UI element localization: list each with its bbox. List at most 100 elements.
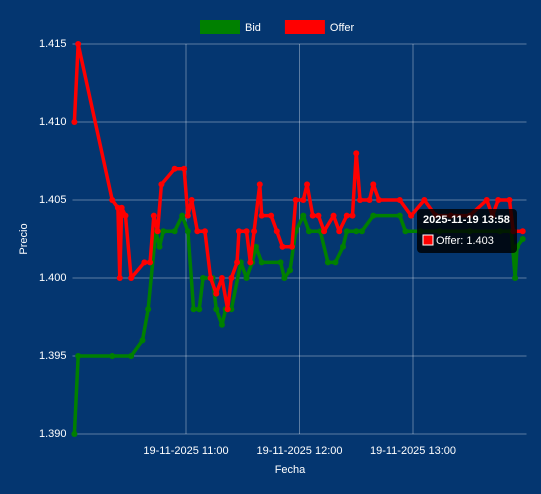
series-line [72, 42, 523, 311]
data-point [358, 228, 365, 235]
legend-swatch [200, 20, 240, 34]
data-point [300, 212, 307, 219]
y-axis-label: Precio [18, 223, 30, 254]
data-point [309, 212, 316, 219]
data-point [370, 181, 377, 188]
data-point [288, 243, 295, 250]
data-point [213, 306, 220, 313]
tooltip-body: Offer: 1.403 [436, 235, 494, 247]
y-tick-label: 1.410 [39, 116, 67, 128]
data-point [128, 353, 135, 359]
data-point [234, 259, 241, 266]
data-point [357, 197, 364, 203]
data-point [196, 306, 203, 313]
tooltip-box [417, 209, 517, 253]
data-point [402, 228, 409, 235]
data-point [495, 197, 502, 203]
data-point [408, 212, 415, 219]
data-point [188, 197, 195, 203]
y-tick-label: 1.390 [39, 428, 67, 440]
data-point [141, 259, 148, 266]
data-point [247, 259, 254, 266]
data-point [207, 275, 214, 281]
data-point [277, 259, 284, 266]
data-point [332, 259, 339, 266]
data-point [122, 212, 129, 219]
data-point [109, 197, 116, 203]
data-point [150, 212, 157, 219]
data-point [243, 275, 250, 281]
y-tick-label: 1.400 [39, 272, 67, 284]
data-point [190, 306, 197, 313]
data-point [218, 275, 225, 281]
tooltip-swatch [422, 234, 434, 246]
x-tick-label: 19-11-2025 11:00 [143, 445, 228, 457]
data-point [218, 321, 225, 328]
data-point [353, 150, 360, 157]
data-point [235, 228, 242, 235]
data-point [75, 41, 82, 47]
data-point [160, 228, 167, 235]
data-point [145, 306, 152, 313]
data-point [324, 259, 331, 266]
data-point [71, 119, 78, 125]
data-point [252, 243, 259, 250]
plot-area: 1.390 1.395 1.400 1.405 1.410 1.415 19-11-2025… [39, 38, 527, 457]
data-point [512, 275, 519, 281]
data-point [116, 275, 123, 281]
data-point [300, 197, 307, 203]
data-point [179, 212, 186, 219]
data-point [158, 181, 165, 188]
tooltip-title: 2025-11-19 13:58 [423, 214, 510, 226]
data-point [519, 228, 526, 235]
data-point [256, 181, 263, 188]
data-point [154, 228, 161, 235]
data-point [305, 228, 312, 235]
data-point [396, 212, 403, 219]
data-point [258, 259, 265, 266]
data-point [315, 212, 322, 219]
data-point [396, 197, 403, 203]
x-axis-label: Fecha [275, 464, 306, 476]
legend: Bid Offer [200, 20, 354, 34]
data-point [213, 290, 220, 297]
legend-label: Offer [330, 22, 355, 34]
data-point [109, 353, 116, 359]
data-point [251, 228, 258, 235]
data-point [181, 165, 188, 172]
data-point [287, 267, 294, 274]
data-point [279, 243, 286, 250]
data-point [147, 259, 154, 266]
data-point [224, 306, 231, 313]
data-point [353, 228, 360, 235]
data-point [128, 275, 135, 281]
data-point [194, 228, 201, 235]
data-point [421, 197, 428, 203]
data-point [343, 212, 350, 219]
data-point [349, 212, 356, 219]
data-point [321, 228, 328, 235]
data-point [71, 431, 78, 437]
data-point [243, 228, 250, 235]
x-tick-label: 19-11-2025 12:00 [256, 445, 342, 457]
data-point [156, 243, 163, 250]
tooltip: 2025-11-19 13:58 Offer: 1.403 [417, 209, 517, 253]
legend-swatch [284, 20, 325, 34]
data-point [268, 212, 275, 219]
data-point [292, 197, 299, 203]
y-tick-label: 1.395 [39, 350, 67, 362]
data-point [171, 165, 178, 172]
data-point [184, 228, 191, 235]
data-point [506, 197, 513, 203]
data-point [118, 204, 125, 211]
data-point [483, 197, 490, 203]
data-point [336, 228, 343, 235]
data-point [340, 243, 347, 250]
data-point [200, 275, 207, 281]
data-point [139, 337, 146, 344]
data-point [171, 228, 178, 235]
data-point [75, 353, 82, 359]
data-point [304, 181, 311, 188]
y-tick-label: 1.415 [39, 38, 67, 50]
